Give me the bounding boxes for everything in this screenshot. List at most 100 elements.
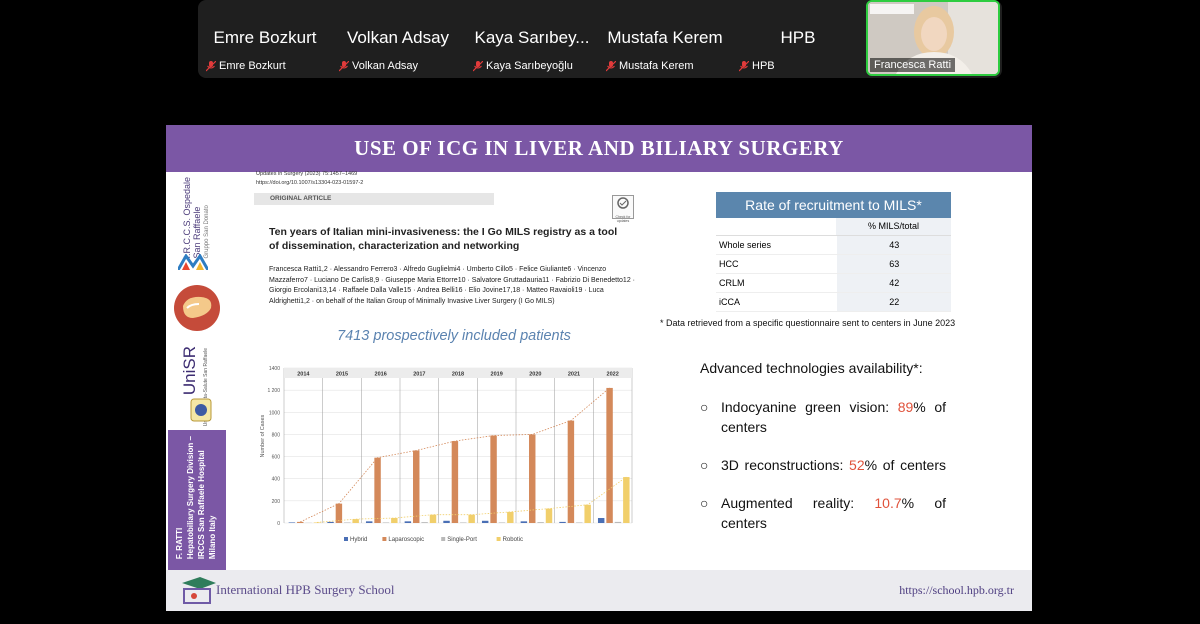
muted-mic-icon bbox=[339, 60, 349, 71]
data-footnote: * Data retrieved from a specific questio… bbox=[660, 318, 956, 328]
participant-tile[interactable]: Emre Bozkurt Emre Bozkurt bbox=[200, 0, 330, 78]
y-tick-label: 1 200 bbox=[267, 388, 280, 394]
muted-mic-icon bbox=[739, 60, 749, 71]
table-row: Whole series 43 bbox=[716, 236, 951, 255]
bar-hybrid bbox=[597, 518, 605, 523]
chart-bars bbox=[288, 387, 630, 523]
x-tick-label: 2019 bbox=[491, 372, 503, 378]
bar-hybrid bbox=[404, 521, 412, 523]
participant-tile[interactable]: HPB HPB bbox=[733, 0, 863, 78]
university-seal-icon bbox=[190, 398, 212, 422]
row-value: 22 bbox=[837, 293, 951, 311]
left-logo-column: I.R.C.C.S. Ospedale San Raffaele Gruppo … bbox=[166, 172, 228, 577]
participant-display-name: Kaya Sarıbey... bbox=[474, 28, 590, 47]
bar-hybrid bbox=[327, 521, 334, 523]
row-value: 43 bbox=[837, 236, 951, 254]
check-updates-badge: Check for updates bbox=[612, 195, 634, 223]
participant-label: Emre Bozkurt bbox=[206, 60, 286, 72]
y-tick-label: 0 bbox=[277, 521, 280, 527]
bar-single-port bbox=[460, 522, 467, 523]
bar-laparoscopic bbox=[529, 434, 536, 523]
participant-tile[interactable]: Mustafa Kerem Mustafa Kerem bbox=[600, 0, 730, 78]
participant-display-name: HPB bbox=[780, 28, 816, 47]
tech-label: Indocyanine green vision: bbox=[721, 399, 898, 415]
article-type: ORIGINAL ARTICLE bbox=[270, 195, 332, 202]
bar-robotic bbox=[429, 514, 437, 523]
paper-title: Ten years of Italian mini-invasiveness: … bbox=[269, 226, 618, 252]
bar-single-port bbox=[382, 522, 390, 523]
row-value: 63 bbox=[837, 255, 951, 273]
y-axis-label: Number of Cases bbox=[260, 414, 266, 457]
table-header-cell: % MILS/total bbox=[836, 218, 951, 235]
bar-robotic bbox=[584, 504, 591, 523]
tech-label: 3D reconstructions: bbox=[721, 457, 850, 473]
list-item: ○ Augmented reality: 10.7% of centers bbox=[700, 493, 946, 533]
tech-heading: Advanced technologies availability*: bbox=[700, 360, 923, 376]
y-tick-label: 200 bbox=[272, 499, 281, 505]
table-header-cell bbox=[716, 218, 836, 235]
y-tick-label: 1000 bbox=[269, 410, 280, 416]
check-updates-label: Check for updates bbox=[615, 215, 631, 223]
participant-display-name: Emre Bozkurt bbox=[213, 28, 317, 47]
bullet-circle-icon: ○ bbox=[700, 495, 709, 511]
legend-label: Hybrid bbox=[350, 537, 367, 543]
participant-label: Kaya Sarıbeyoğlu bbox=[473, 60, 573, 72]
bar-single-port bbox=[576, 522, 583, 523]
tech-label: Augmented reality: bbox=[721, 495, 875, 511]
list-item: ○ 3D reconstructions: 52% of centers bbox=[700, 455, 946, 475]
school-name: International HPB Surgery School bbox=[216, 582, 395, 597]
author-affiliation: F. RATTI Hepatobiliary Surgery Division … bbox=[175, 436, 217, 560]
paper-excerpt: Updates in Surgery (2023) 75:1457–1469 h… bbox=[254, 165, 654, 555]
bullet-circle-icon: ○ bbox=[700, 399, 709, 415]
participant-tile[interactable]: Kaya Sarıbey... Kaya Sarıbeyoğlu bbox=[467, 0, 597, 78]
participant-name: Mustafa Kerem bbox=[619, 60, 694, 72]
table-row: CRLM 42 bbox=[716, 274, 951, 293]
participant-label: HPB bbox=[739, 60, 775, 72]
participant-label: Volkan Adsay bbox=[339, 60, 418, 72]
hospital-name: I.R.C.C.S. Ospedale San Raffaele Gruppo … bbox=[182, 177, 210, 259]
bar-robotic bbox=[545, 508, 553, 523]
school-url[interactable]: https://school.hpb.org.tr bbox=[899, 583, 1014, 597]
bar-hybrid bbox=[288, 522, 296, 523]
bar-laparoscopic bbox=[335, 503, 343, 523]
slide-footer: International HPB Surgery School https:/… bbox=[166, 570, 1032, 611]
bar-hybrid bbox=[559, 521, 566, 523]
bar-hybrid bbox=[520, 521, 528, 523]
participant-tile[interactable]: Volkan Adsay Volkan Adsay bbox=[333, 0, 463, 78]
y-tick-label: 1400 bbox=[269, 366, 280, 372]
bullet-circle-icon: ○ bbox=[700, 457, 709, 473]
liver-logo-icon bbox=[174, 285, 220, 331]
bar-laparoscopic bbox=[297, 521, 304, 523]
author-sidebar: F. RATTI Hepatobiliary Surgery Division … bbox=[168, 430, 226, 570]
y-tick-label: 400 bbox=[272, 477, 281, 483]
bar-single-port bbox=[614, 521, 622, 523]
bar-laparoscopic bbox=[490, 435, 497, 523]
participant-name: Volkan Adsay bbox=[352, 60, 419, 72]
bar-robotic bbox=[352, 519, 359, 523]
x-tick-label: 2022 bbox=[607, 372, 619, 378]
tech-percent: 52 bbox=[849, 457, 865, 473]
tech-percent: 89 bbox=[897, 399, 914, 415]
bar-robotic bbox=[313, 522, 321, 523]
x-tick-label: 2016 bbox=[375, 372, 387, 378]
paper-authors: Francesca Ratti1,2 · Alessandro Ferrero3… bbox=[269, 266, 635, 305]
bar-laparoscopic bbox=[567, 420, 575, 523]
table-title: Rate of recruitment to MILS* bbox=[716, 192, 951, 218]
muted-mic-icon bbox=[606, 60, 616, 71]
active-speaker-video[interactable]: Francesca Ratti bbox=[866, 0, 1000, 76]
bar-robotic bbox=[468, 514, 475, 523]
x-tick-label: 2015 bbox=[336, 372, 348, 378]
paper-doi: https://doi.org/10.1007/s13304-023-01597… bbox=[256, 180, 364, 186]
bar-hybrid bbox=[443, 520, 450, 523]
participant-name: HPB bbox=[752, 60, 775, 72]
y-tick-label: 600 bbox=[272, 455, 281, 461]
y-tick-label: 800 bbox=[272, 432, 281, 438]
author-name: F. RATTI bbox=[175, 527, 184, 560]
school-logo-icon bbox=[182, 577, 216, 604]
y-axis-ticks: 0 200 400 600 800 1000 1 200 1400 bbox=[267, 366, 280, 527]
article-type-bar: ORIGINAL ARTICLE bbox=[254, 193, 494, 205]
speaker-name: Francesca Ratti bbox=[870, 58, 956, 72]
trend-lines bbox=[300, 387, 627, 523]
muted-mic-icon bbox=[473, 60, 483, 71]
